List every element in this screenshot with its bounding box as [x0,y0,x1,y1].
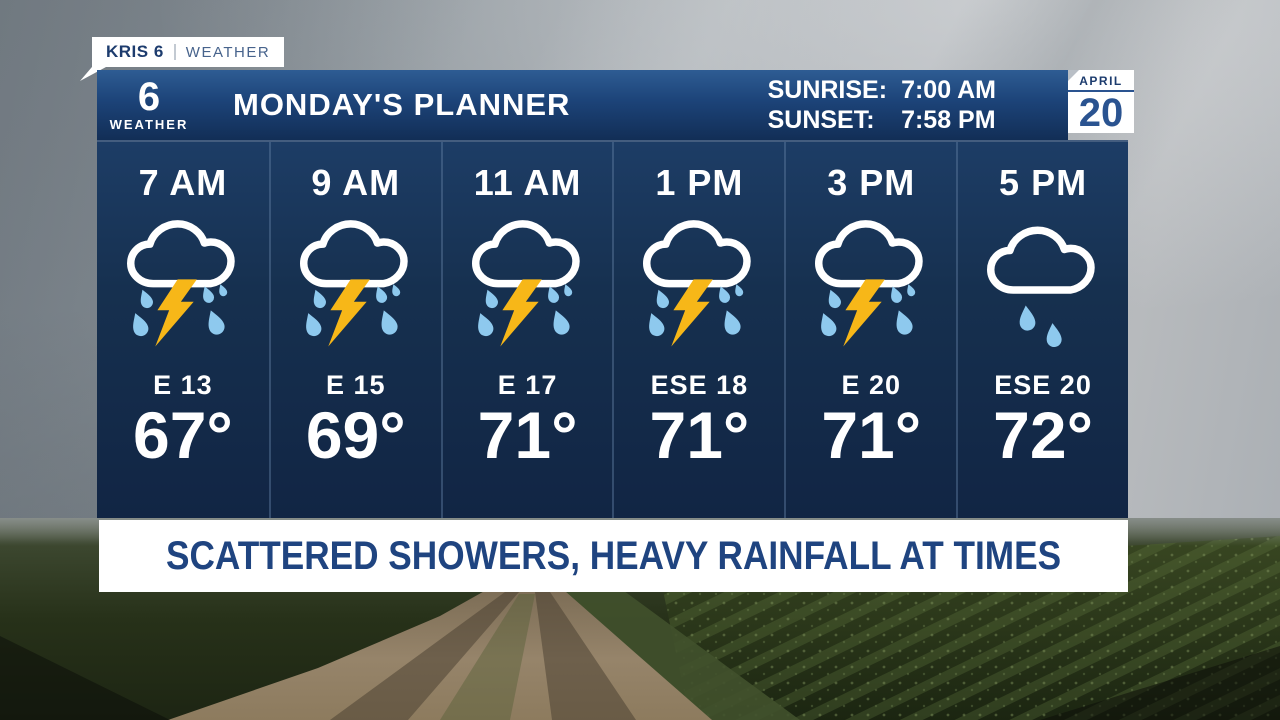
raindrop [1019,305,1036,331]
forecast-time: 11 AM [473,162,582,203]
raindrop [219,284,228,297]
calendar-month: APRIL [1079,74,1123,88]
cloud-shape [471,220,580,288]
forecast-grid: 7 AM E 13 67° 9 AM [97,140,1128,518]
thunderstorm-icon [643,220,752,347]
planner-header: 6 WEATHER MONDAY'S PLANNER SUNRISE: 7:00… [97,70,1068,140]
wind-label: E 17 [497,370,558,400]
raindrop [891,286,903,303]
raindrop [735,284,744,297]
raindrop [547,286,559,303]
temperature-label: 71° [477,398,578,472]
raindrop [657,289,670,309]
lightning-bolt [499,279,542,347]
forecast-column: 3 PM E 20 71° [784,142,956,518]
logo-number: 6 [137,75,161,119]
condition-banner-text: SCATTERED SHOWERS, HEAVY RAINFALL AT TIM… [165,533,1062,578]
thunderstorm-icon [126,220,235,347]
raindrop [392,284,400,297]
raindrop [724,310,741,335]
raindrop [133,313,149,337]
forecast-column: 9 AM E 15 69° [268,142,441,518]
raindrop [485,289,498,309]
temperature-label: 71° [821,398,922,472]
cloud-shape [643,220,752,288]
thunderstorm-icon [471,220,580,347]
thunderstorm-icon [815,220,923,347]
raindrop [203,286,214,303]
raindrop [719,286,731,303]
raindrop [829,289,842,309]
raindrop [381,310,398,335]
temperature-label: 72° [993,398,1093,472]
forecast-column: 1 PM ESE 18 71° [612,142,784,518]
lightning-bolt [671,279,714,347]
wind-label: ESE 20 [994,370,1092,400]
logo-label: WEATHER [109,117,189,132]
raindrop [821,313,837,337]
temperature-label: 67° [133,398,233,472]
cloud-shape [815,220,923,288]
wind-label: E 15 [325,370,386,400]
raindrop [649,313,665,337]
calendar-divider [1068,90,1134,92]
forecast-time: 3 PM [827,162,916,203]
wind-label: E 13 [153,370,213,400]
raindrop [208,310,225,335]
calendar-widget: APRIL 20 [1068,70,1134,133]
cloud-shape [299,220,408,288]
lightning-bolt [843,279,886,347]
raindrop [907,284,916,297]
wind-label: ESE 18 [650,370,749,400]
temperature-label: 71° [649,398,750,472]
cloud-shape [126,220,235,288]
raindrop [477,313,493,337]
sunrise-time: 7:00 AM [901,76,996,105]
thunderstorm-icon [299,220,408,347]
forecast-column: 5 PM ESE 20 72° [956,142,1128,518]
page-title: MONDAY'S PLANNER [233,87,571,122]
calendar-day: 20 [1078,91,1124,135]
station-logo: 6 WEATHER [97,75,201,132]
forecast-column: 7 AM E 13 67° [97,142,269,518]
badge-divider [173,44,176,60]
raindrop [313,289,326,309]
lightning-bolt [155,279,197,347]
forecast-time: 9 AM [311,162,401,203]
temperature-label: 69° [305,398,406,472]
sun-times: SUNRISE: 7:00 AM SUNSET: 7:58 PM [768,77,996,133]
lightning-bolt [328,279,370,347]
cloud-shape [987,226,1095,294]
sunset-time: 7:58 PM [901,105,996,134]
sunset-label: SUNSET: [767,105,875,134]
forecast-time: 5 PM [999,162,1088,203]
raindrop [375,286,387,303]
raindrop [1046,323,1062,348]
forecast-time: 7 AM [138,162,228,203]
station-badge: KRIS 6 WEATHER [92,37,285,67]
station-badge-name: KRIS 6 [106,42,164,61]
forecast-time: 1 PM [655,162,744,203]
forecast-column: 11 AM E 17 71° [440,142,613,518]
raindrop [140,289,153,309]
raindrop [305,313,322,337]
raindrop [896,310,913,335]
station-badge-section: WEATHER [185,43,271,61]
rain-icon [987,226,1095,348]
raindrop [553,310,570,335]
wind-label: E 20 [841,370,902,400]
raindrop [563,284,572,297]
sunrise-label: SUNRISE: [767,76,888,105]
condition-banner: SCATTERED SHOWERS, HEAVY RAINFALL AT TIM… [99,520,1128,592]
